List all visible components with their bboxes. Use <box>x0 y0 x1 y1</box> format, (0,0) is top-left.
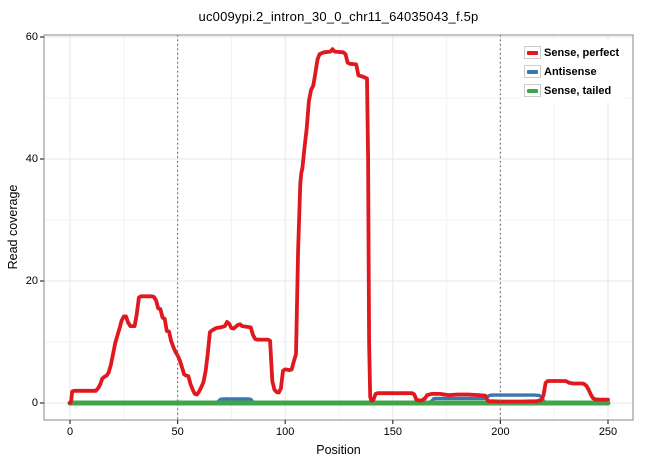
x-tick-label-100: 100 <box>276 426 295 438</box>
legend-entry-sense-tailed: Sense, tailed <box>524 81 619 100</box>
y-tick-label-0: 0 <box>31 396 38 409</box>
legend-label: Sense, tailed <box>544 84 612 97</box>
y-axis-title: Read coverage <box>6 184 20 270</box>
x-tick-label-50: 50 <box>171 426 184 438</box>
legend-key-box <box>524 65 541 78</box>
legend-key-box <box>524 84 541 97</box>
legend-entry-sense-perfect: Sense, perfect <box>524 43 619 62</box>
x-tick-label-0: 0 <box>66 426 74 438</box>
x-tick-label-150: 150 <box>383 426 402 438</box>
x-tick-label-250: 250 <box>598 426 618 438</box>
series-line-antisense <box>68 393 610 405</box>
legend-entry-antisense: Antisense <box>524 62 619 81</box>
legend-color-swatch <box>527 88 538 93</box>
y-tick-label-20: 20 <box>25 274 38 287</box>
plot-title: uc009ypi.2_intron_30_0_chr11_64035043_f.… <box>198 9 479 24</box>
x-axis-title: Position <box>316 443 361 457</box>
series-line-sense-perfect <box>68 47 610 405</box>
legend-color-swatch <box>527 69 538 74</box>
y-tick-label-60: 60 <box>25 30 38 43</box>
x-tick-label-200: 200 <box>491 426 510 438</box>
legend-key-box <box>524 46 541 59</box>
legend-label: Sense, perfect <box>544 46 620 59</box>
panel-border <box>43 34 634 421</box>
y-tick-label-40: 40 <box>25 152 38 165</box>
legend-label: Antisense <box>544 65 597 78</box>
legend-color-swatch <box>527 50 538 55</box>
legend: Sense, perfect Antisense Sense, tailed <box>521 41 623 102</box>
